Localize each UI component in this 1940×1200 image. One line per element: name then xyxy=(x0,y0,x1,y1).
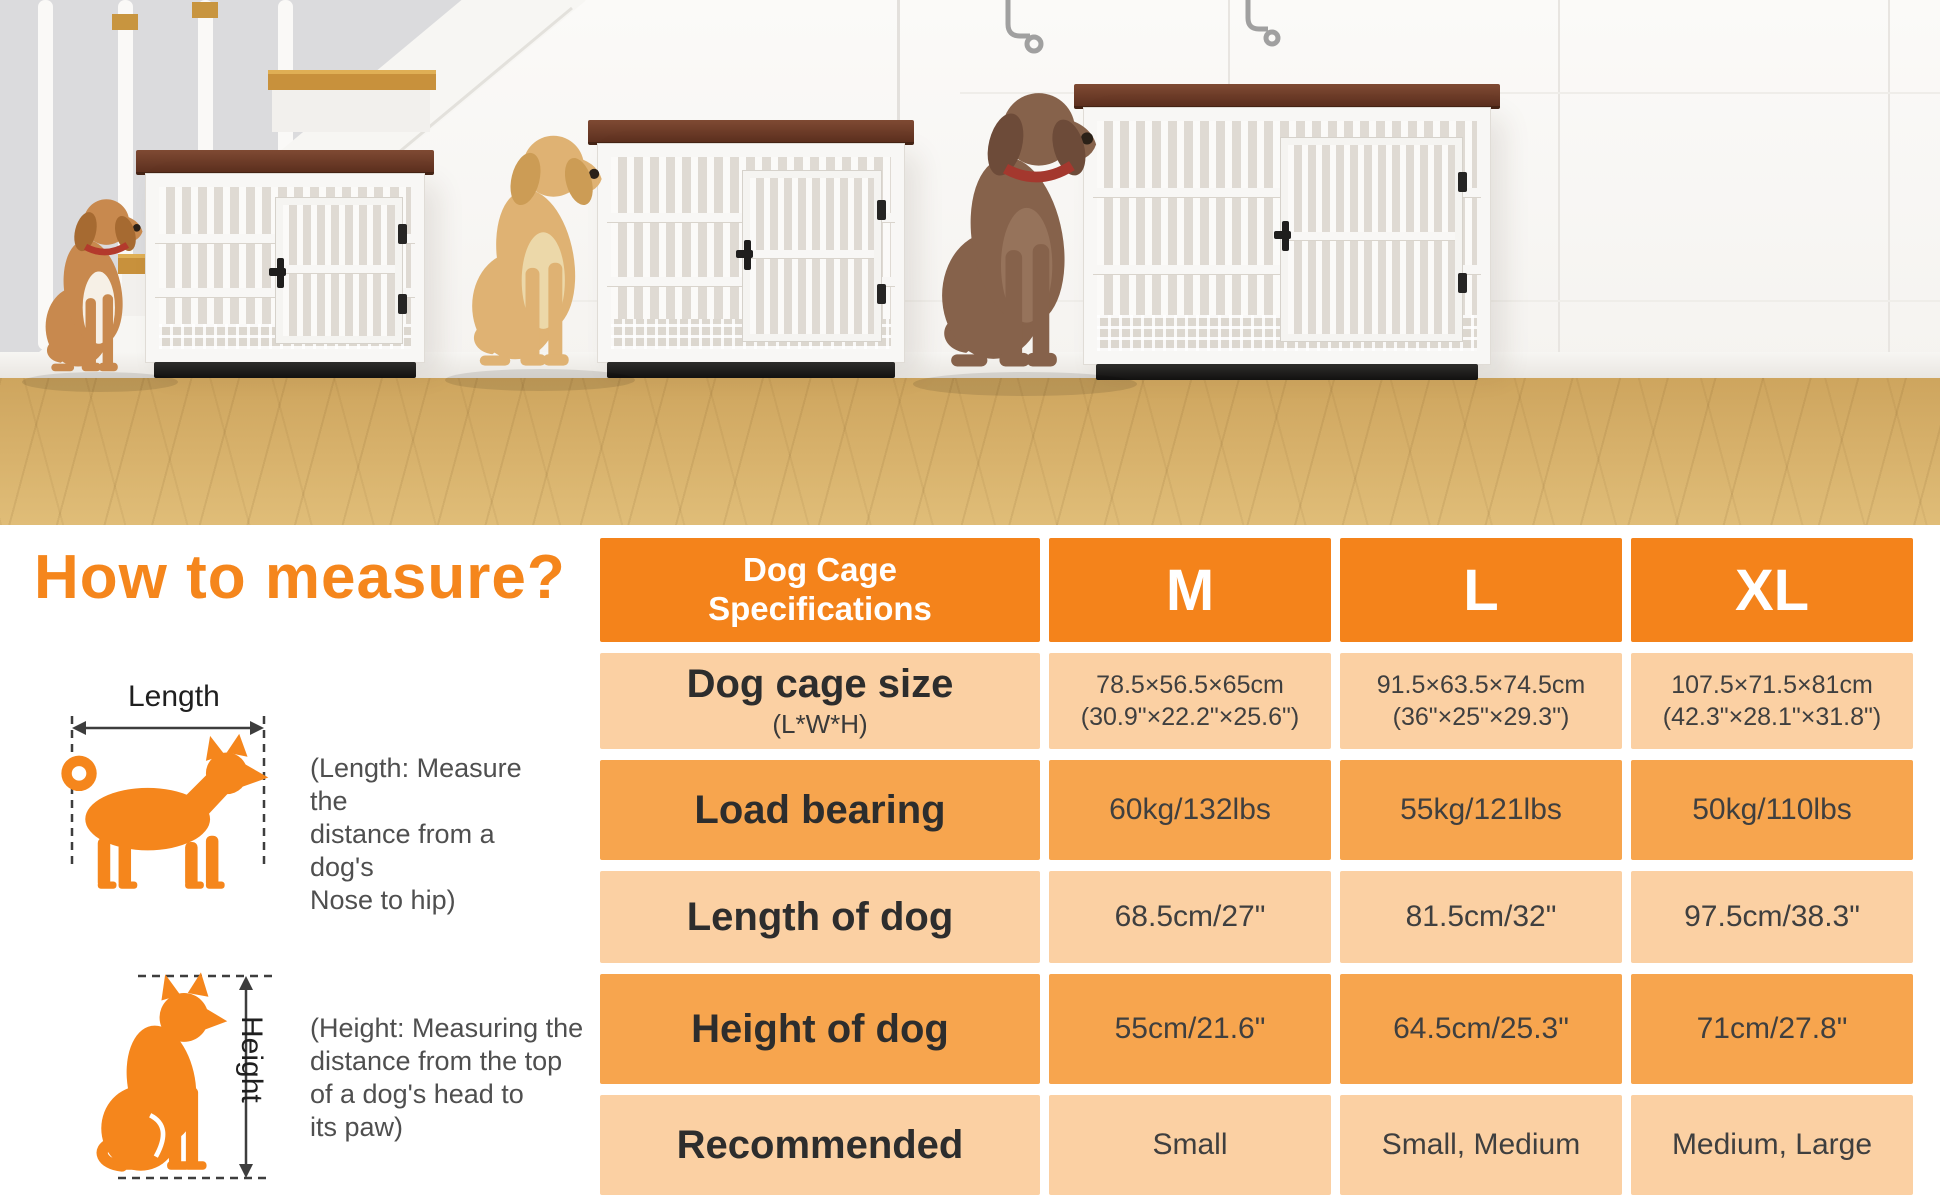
length-of-dog-xl: 97.5cm/38.3" xyxy=(1631,871,1913,963)
spindle-wood-caps xyxy=(112,2,218,30)
wall-seam xyxy=(1888,0,1890,352)
load-bearing-m: 60kg/132lbs xyxy=(1049,760,1331,860)
weimaraner-dog xyxy=(942,93,1097,367)
crate-tray xyxy=(154,362,416,378)
height-measure-graphic xyxy=(96,972,272,1180)
door-hinge xyxy=(876,284,886,305)
crate-wood-top xyxy=(1074,84,1500,109)
product-photo xyxy=(0,0,1940,525)
height-diagram: Height (Height: Measuring the distance f… xyxy=(80,960,600,1200)
dog-crate-xl xyxy=(1074,84,1500,380)
sitting-dog-silhouette xyxy=(96,972,228,1172)
row-sub-lwh: (L*W*H) xyxy=(772,709,868,739)
door-hinge xyxy=(1457,273,1467,294)
crate-door xyxy=(1273,138,1467,341)
door-latch xyxy=(269,257,287,288)
crate-wood-top xyxy=(588,120,914,145)
table-header-size-m: M xyxy=(1049,538,1331,642)
crate-body xyxy=(1084,108,1490,364)
wall-seam xyxy=(1558,0,1560,352)
height-note: (Height: Measuring the distance from the… xyxy=(310,1013,584,1142)
door-hinge xyxy=(876,199,886,220)
recommended-xl: Medium, Large xyxy=(1631,1095,1913,1195)
door-rail xyxy=(1287,232,1455,241)
row-label-load-bearing: Load bearing xyxy=(600,760,1040,860)
cage-size-l: 91.5×63.5×74.5cm (36"×25"×29.3") xyxy=(1340,653,1622,749)
length-of-dog-m: 68.5cm/27" xyxy=(1049,871,1331,963)
door-latch xyxy=(1273,220,1291,251)
length-label: Length xyxy=(128,680,220,713)
row-label-height-of-dog: Height of dog xyxy=(600,974,1040,1084)
cage-size-m: 78.5×56.5×65cm (30.9"×22.2"×25.6") xyxy=(1049,653,1331,749)
length-of-dog-l: 81.5cm/32" xyxy=(1340,871,1622,963)
wood-floor xyxy=(0,378,1940,525)
dog-crate-m xyxy=(136,150,434,378)
crate-tray xyxy=(607,362,895,378)
load-bearing-l: 55kg/121lbs xyxy=(1340,760,1622,860)
recommended-m: Small xyxy=(1049,1095,1331,1195)
door-rail xyxy=(749,249,874,258)
row-label-recommended: Recommended xyxy=(600,1095,1040,1195)
dog-crate-l xyxy=(588,120,914,378)
length-arrowheads xyxy=(72,721,264,735)
row-label-length-of-dog: Length of dog xyxy=(600,871,1040,963)
recommended-l: Small, Medium xyxy=(1340,1095,1622,1195)
crate-wood-top xyxy=(136,150,434,175)
door-hinge xyxy=(398,294,407,315)
crate-tray xyxy=(1096,364,1478,380)
door-hinge xyxy=(1457,171,1467,192)
length-note: (Length: Measure the distance from a dog… xyxy=(310,753,522,915)
crate-body xyxy=(146,174,424,362)
crate-door xyxy=(269,198,407,343)
crate-door xyxy=(735,171,886,341)
height-of-dog-l: 64.5cm/25.3" xyxy=(1340,974,1622,1084)
table-header-size-xl: XL xyxy=(1631,538,1913,642)
door-latch xyxy=(735,240,753,271)
page-title: How to measure? xyxy=(34,543,566,612)
height-of-dog-m: 55cm/21.6" xyxy=(1049,974,1331,1084)
door-hinge xyxy=(398,223,407,244)
wall-hooks xyxy=(1005,0,1281,54)
table-header-specifications: Dog Cage Specifications xyxy=(600,538,1040,642)
spec-table: Dog Cage Specifications M L XL Dog cage … xyxy=(600,538,1913,1195)
length-measure-graphic xyxy=(61,716,269,889)
height-label: Height xyxy=(235,1016,268,1103)
row-label-cage-size: Dog cage size (L*W*H) xyxy=(600,653,1040,749)
height-of-dog-xl: 71cm/27.8" xyxy=(1631,974,1913,1084)
cage-size-xl: 107.5×71.5×81cm (42.3"×28.1"×31.8") xyxy=(1631,653,1913,749)
measure-lines xyxy=(70,716,266,864)
measure-lines xyxy=(118,974,272,1180)
length-diagram: Length xyxy=(40,680,560,915)
standing-dog-silhouette xyxy=(61,733,269,889)
height-arrowheads xyxy=(239,976,253,1178)
load-bearing-xl: 50kg/110lbs xyxy=(1631,760,1913,860)
crate-body xyxy=(598,144,904,362)
door-rail xyxy=(283,265,395,274)
table-header-size-l: L xyxy=(1340,538,1622,642)
